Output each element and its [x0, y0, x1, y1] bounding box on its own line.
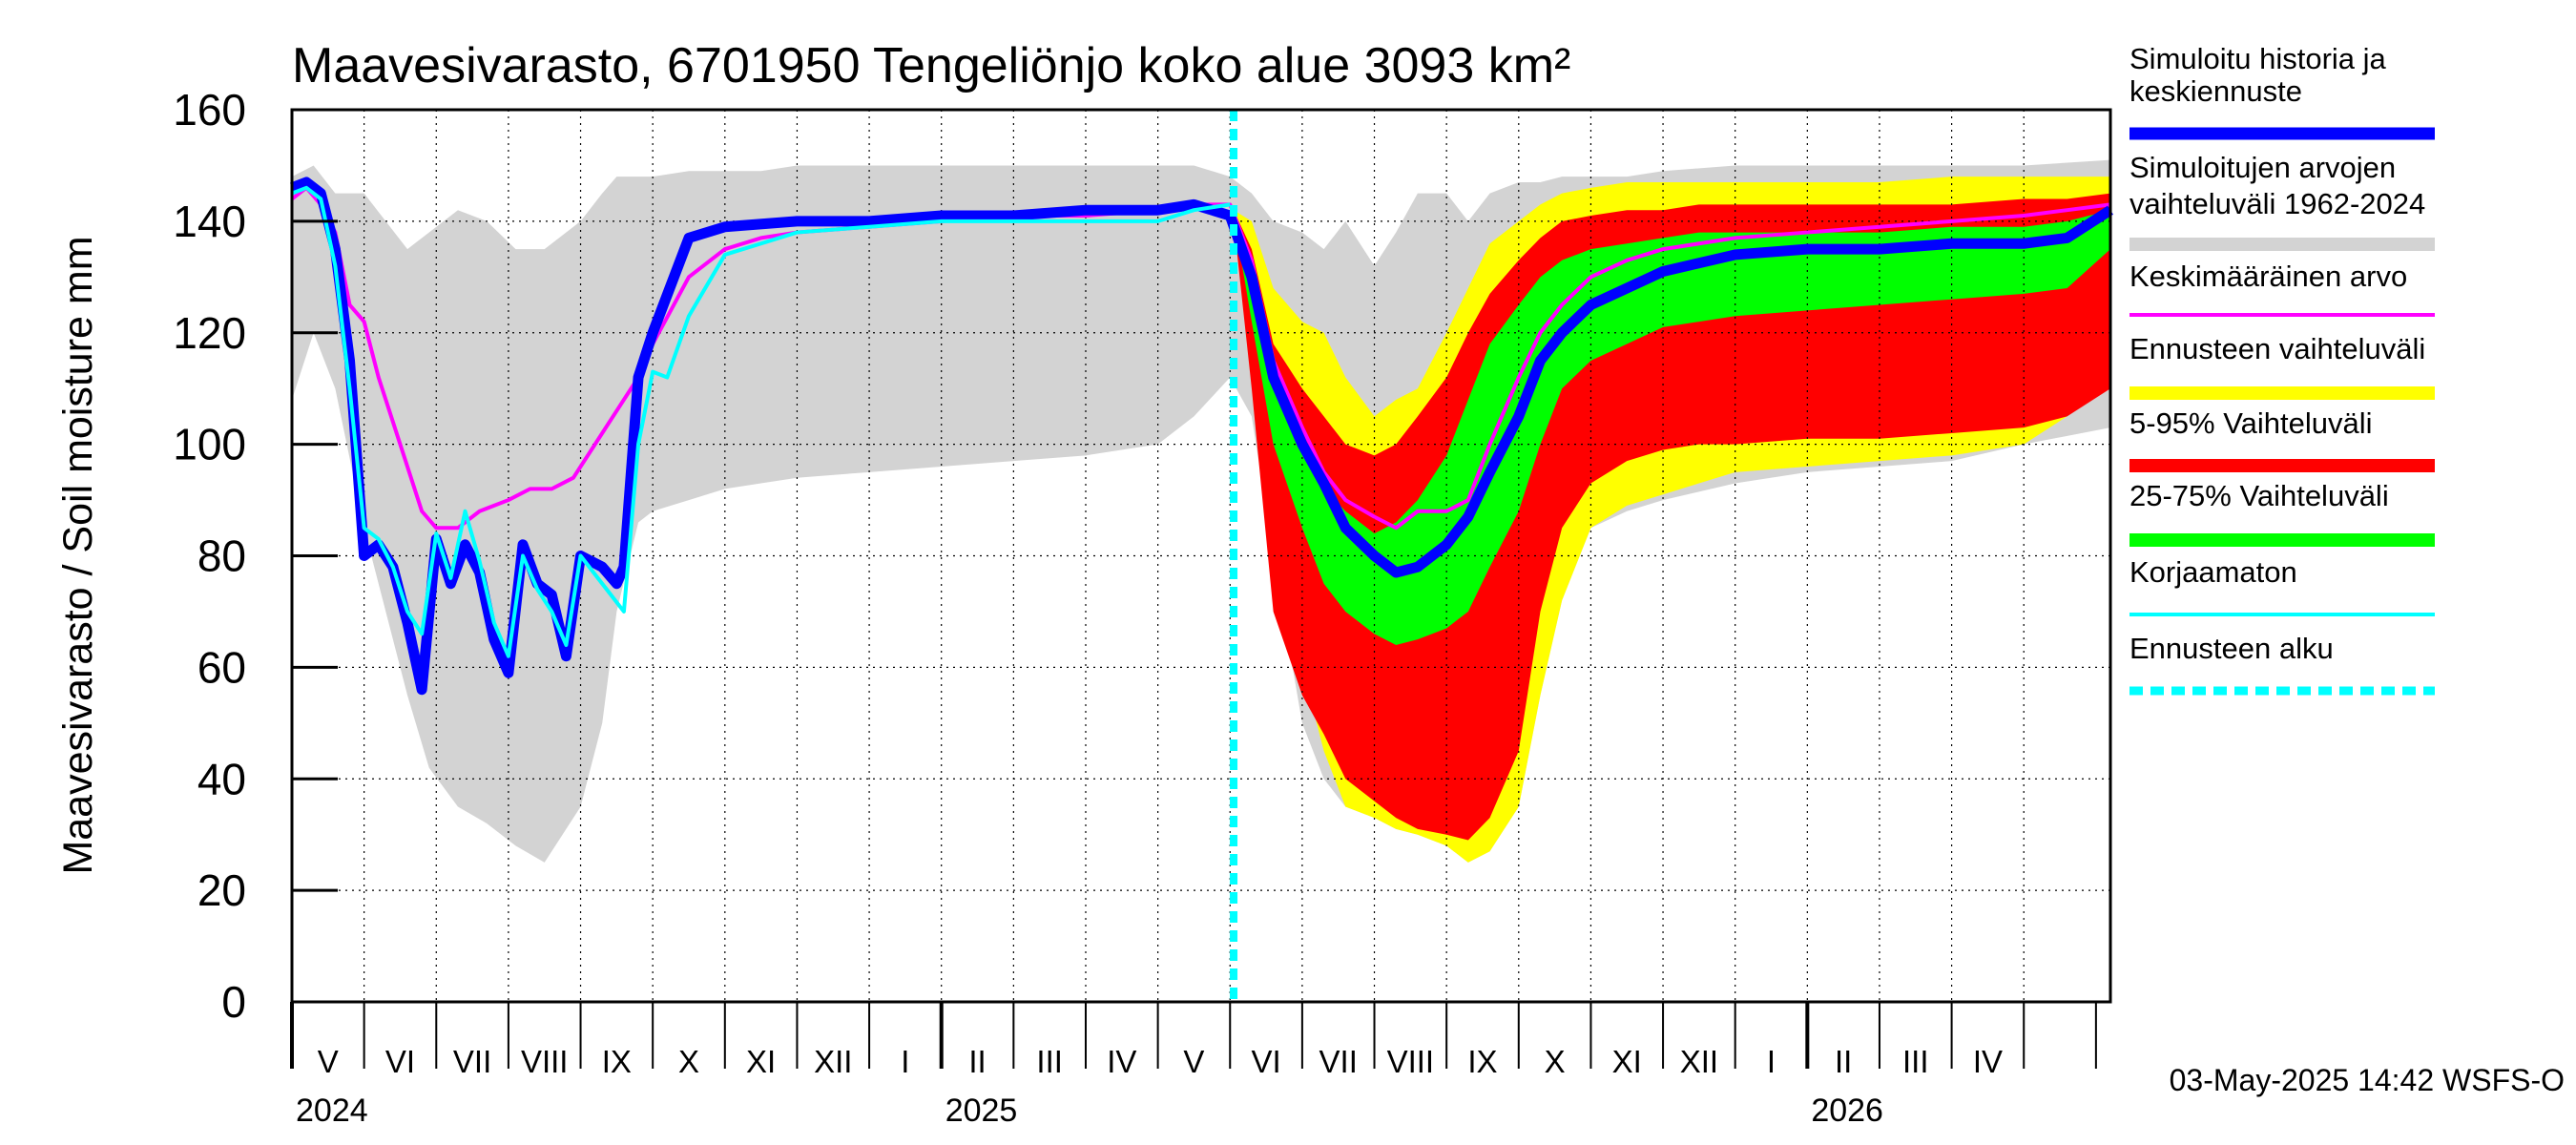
month-label: XII [1680, 1044, 1718, 1079]
y-tick-label-140: 140 [173, 197, 246, 246]
month-label: XI [1612, 1044, 1642, 1079]
month-label: VII [453, 1044, 491, 1079]
y-tick-label-40: 40 [197, 754, 246, 803]
legend-item-forecast_range: Ennusteen vaihteluväli [2129, 332, 2435, 400]
legend-label: Korjaamaton [2129, 555, 2297, 589]
legend-label: Simuloitujen arvojen [2129, 151, 2396, 184]
month-label: VIII [521, 1044, 569, 1079]
series-simulated-line [290, 177, 2113, 696]
series-layer [290, 110, 2113, 1002]
month-label: I [901, 1044, 909, 1079]
month-label: VI [385, 1044, 415, 1079]
legend-label: Ennusteen vaihteluväli [2129, 332, 2425, 365]
month-label: VI [1251, 1044, 1280, 1079]
band-layer [292, 159, 2110, 863]
band-p5_95 [1234, 193, 2110, 841]
y-tick-label-120: 120 [173, 308, 246, 358]
legend: Simuloitu historia jakeskiennusteSimuloi… [2129, 42, 2435, 696]
legend-label: Ennusteen alku [2129, 632, 2334, 665]
month-label: III [1902, 1044, 1929, 1079]
legend-label: keskiennuste [2129, 74, 2302, 108]
month-label: V [1183, 1044, 1204, 1079]
legend-item-forecast_start: Ennusteen alku [2129, 632, 2435, 696]
chart-title: Maavesivarasto, 6701950 Tengeliönjo koko… [292, 38, 1570, 94]
timestamp-label: 03-May-2025 14:42 WSFS-O [2170, 1063, 2565, 1097]
month-label: III [1036, 1044, 1063, 1079]
series-mean-line [290, 185, 2111, 531]
legend-label: Keskimääräinen arvo [2129, 260, 2407, 293]
month-label: II [1835, 1044, 1852, 1079]
month-label: XI [746, 1044, 776, 1079]
y-tick-label-20: 20 [197, 865, 246, 915]
month-label: VIII [1387, 1044, 1435, 1079]
month-label: XII [814, 1044, 852, 1079]
year-label-2026: 2026 [1811, 1093, 1883, 1129]
month-label: VII [1319, 1044, 1358, 1079]
month-label: X [1545, 1044, 1566, 1079]
month-label: X [678, 1044, 699, 1079]
legend-item-uncorrected: Korjaamaton [2129, 555, 2435, 616]
y-tick-label-100: 100 [173, 420, 246, 469]
year-label-2025: 2025 [945, 1093, 1018, 1129]
legend-label: 25-75% Vaihteluväli [2129, 479, 2389, 512]
y-tick-label-60: 60 [197, 642, 246, 692]
month-label: I [1767, 1044, 1776, 1079]
y-tick-label-160: 160 [173, 85, 246, 135]
y-tick-label-80: 80 [197, 531, 246, 581]
y-axis-label: Maavesivarasto / Soil moisture mm [55, 236, 101, 874]
legend-item-mean: Keskimääräinen arvo [2129, 260, 2435, 317]
legend-label: vaihteluväli 1962-2024 [2129, 187, 2425, 220]
month-label: IX [1467, 1044, 1497, 1079]
month-label: IV [1107, 1044, 1136, 1079]
series-uncorrected-line [291, 185, 1231, 658]
y-tick-label-0: 0 [221, 977, 246, 1027]
legend-label: Simuloitu historia ja [2129, 42, 2387, 75]
year-label-2024: 2024 [296, 1093, 368, 1129]
month-label: II [968, 1044, 986, 1079]
month-label: V [318, 1044, 339, 1079]
month-label: IV [1973, 1044, 2003, 1079]
legend-label: 5-95% Vaihteluväli [2129, 406, 2372, 440]
grid-layer [292, 110, 2110, 1002]
legend-item-p5_95: 5-95% Vaihteluväli [2129, 406, 2435, 472]
month-label: IX [602, 1044, 632, 1079]
legend-item-p25_75: 25-75% Vaihteluväli [2129, 479, 2435, 547]
